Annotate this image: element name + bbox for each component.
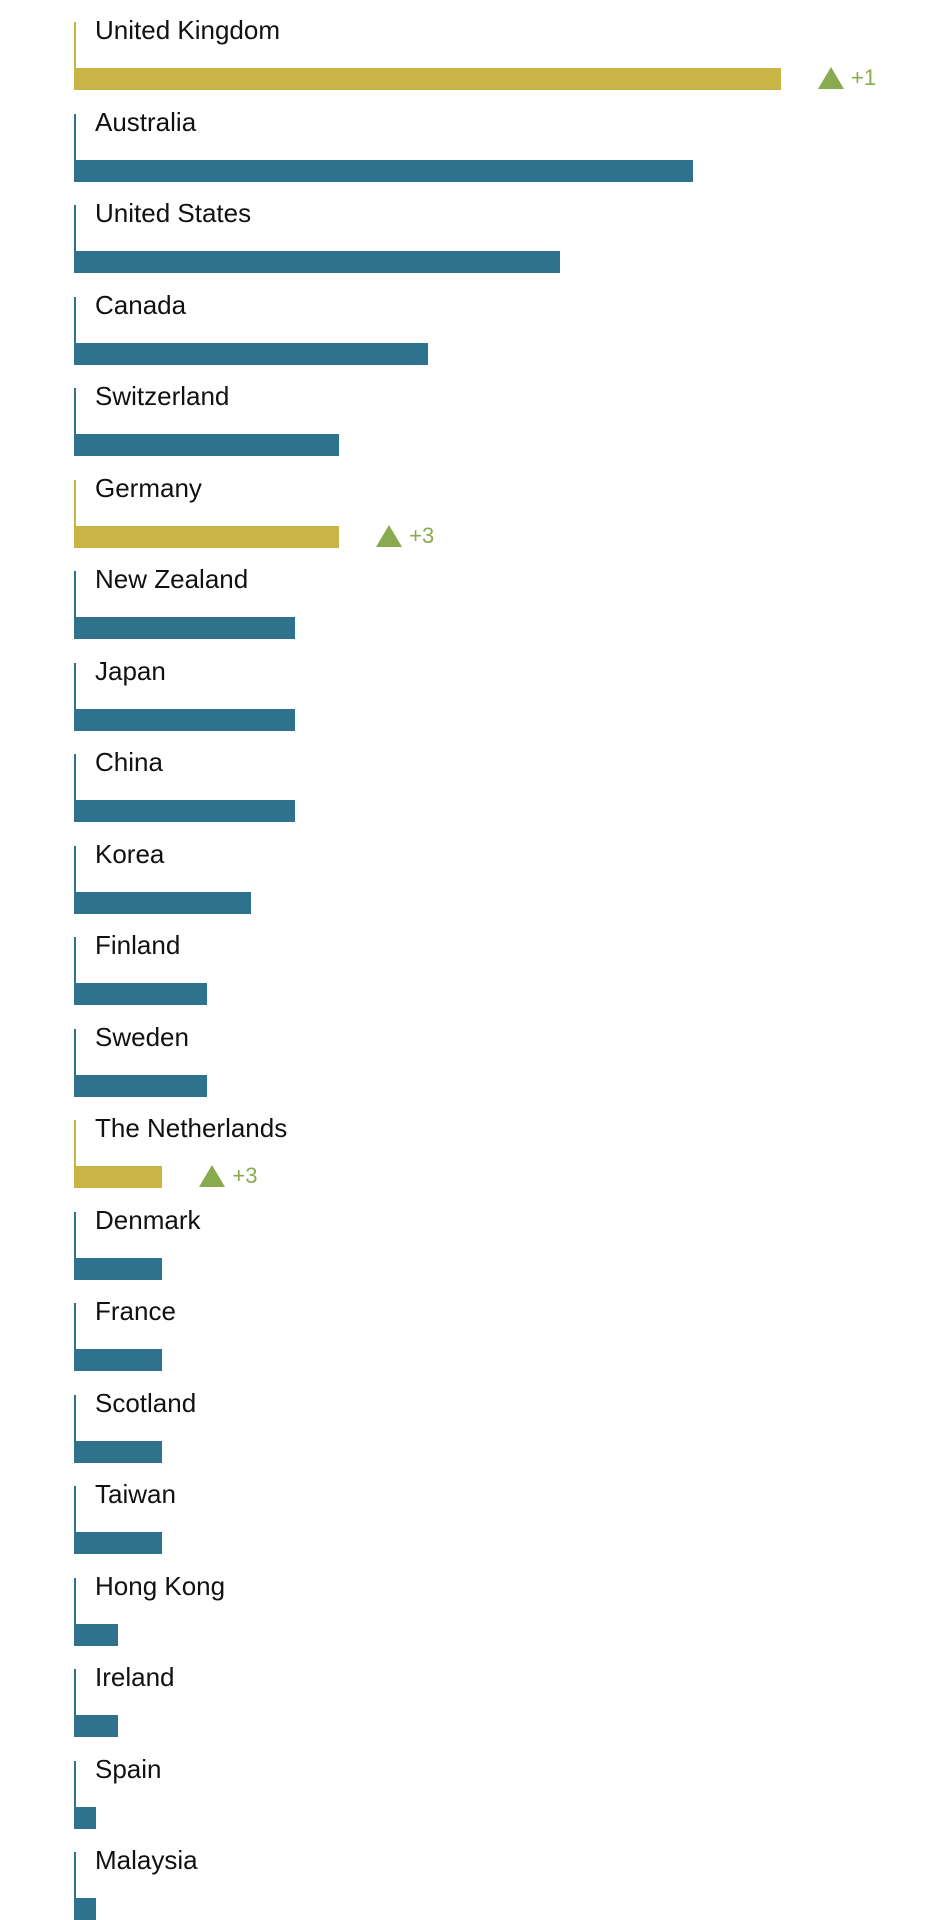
bar-row: Canada <box>0 275 933 365</box>
bar-row: Malaysia <box>0 1830 933 1920</box>
row-axis-line <box>74 754 76 822</box>
rank-change: +3 <box>199 1162 257 1190</box>
up-triangle-icon <box>199 1165 226 1187</box>
bar-row: Scotland <box>0 1373 933 1463</box>
category-label: Denmark <box>95 1204 201 1235</box>
category-label: Malaysia <box>95 1845 198 1875</box>
bar-row: Japan <box>0 641 933 731</box>
bar <box>74 1257 163 1280</box>
category-label: Sweden <box>95 1021 189 1052</box>
row-axis-line <box>74 1394 76 1463</box>
bar <box>74 342 428 365</box>
category-label: Canada <box>95 289 187 320</box>
bar <box>74 617 295 639</box>
bar-row: Sweden <box>0 1007 933 1097</box>
category-label: United Kingdom <box>95 15 280 45</box>
bar-row: Australia <box>0 92 933 182</box>
category-label: Korea <box>95 838 165 869</box>
bar <box>74 1440 163 1463</box>
bar <box>74 68 781 90</box>
category-label: Switzerland <box>95 381 230 411</box>
category-label: France <box>95 1296 176 1326</box>
category-label: The Netherlands <box>95 1113 288 1143</box>
bar <box>74 1349 163 1371</box>
category-label: Spain <box>95 1753 162 1784</box>
bar-row: Taiwan <box>0 1464 933 1554</box>
bar <box>74 708 295 731</box>
row-axis-line <box>74 479 76 548</box>
bar-row: China <box>0 732 933 822</box>
rank-change-label: +3 <box>409 522 435 548</box>
up-triangle-icon <box>376 524 403 547</box>
bar <box>74 891 251 914</box>
bar <box>74 983 207 1005</box>
up-triangle-icon <box>818 67 844 89</box>
bar <box>74 1898 97 1920</box>
category-label: Taiwan <box>95 1479 176 1509</box>
bar-row: New Zealand <box>0 549 933 639</box>
row-axis-line <box>74 296 76 365</box>
category-label: Ireland <box>95 1662 175 1692</box>
bar-row: France <box>0 1281 933 1371</box>
bar-row: United Kingdom +1 <box>0 0 933 90</box>
bar <box>74 1623 119 1646</box>
row-axis-line <box>74 1486 76 1554</box>
bar <box>74 525 340 548</box>
rank-change-label: +1 <box>851 65 877 90</box>
bar <box>74 1806 97 1829</box>
row-axis-line <box>74 1577 76 1646</box>
category-label: Scotland <box>95 1387 197 1418</box>
category-label: United States <box>95 198 252 228</box>
bar-row: Spain <box>0 1739 933 1829</box>
row-axis-line <box>74 113 76 182</box>
bar-row: United States <box>0 183 933 273</box>
row-axis-line <box>74 1852 76 1920</box>
bar-row: Switzerland <box>0 366 933 456</box>
row-axis-line <box>74 1669 76 1737</box>
row-axis-line <box>74 1211 76 1280</box>
bar <box>74 1532 163 1554</box>
rank-change: +3 <box>376 522 434 550</box>
category-label: Japan <box>95 655 166 686</box>
bar-row: The Netherlands +3 <box>0 1098 933 1188</box>
row-axis-line <box>74 845 76 914</box>
row-axis-line <box>74 1120 76 1188</box>
bar <box>74 434 340 456</box>
bar-row: Korea <box>0 824 933 914</box>
row-axis-line <box>74 1028 76 1097</box>
row-axis-line <box>74 1760 76 1829</box>
bar-row: Finland <box>0 915 933 1005</box>
row-axis-line <box>74 388 76 456</box>
bar <box>74 1074 207 1097</box>
bar-row: Hong Kong <box>0 1556 933 1646</box>
bar <box>74 1715 119 1737</box>
bar-row: Denmark <box>0 1190 933 1280</box>
row-axis-line <box>74 662 76 731</box>
row-axis-line <box>74 1303 76 1371</box>
rank-change-label: +3 <box>232 1163 258 1188</box>
bar <box>74 1166 163 1188</box>
category-label: New Zealand <box>95 564 249 594</box>
bar-row: Ireland <box>0 1647 933 1737</box>
category-label: Finland <box>95 930 181 960</box>
row-axis-line <box>74 22 76 90</box>
bar-row: Germany +3 <box>0 458 933 548</box>
bar <box>74 800 295 822</box>
row-axis-line <box>74 571 76 639</box>
bar <box>74 251 561 273</box>
row-axis-line <box>74 205 76 273</box>
bar <box>74 159 693 182</box>
category-label: Germany <box>95 472 202 503</box>
category-label: Australia <box>95 106 197 137</box>
row-axis-line <box>74 937 76 1005</box>
category-label: Hong Kong <box>95 1570 226 1601</box>
category-label: China <box>95 747 163 777</box>
rank-change: +1 <box>818 64 876 92</box>
